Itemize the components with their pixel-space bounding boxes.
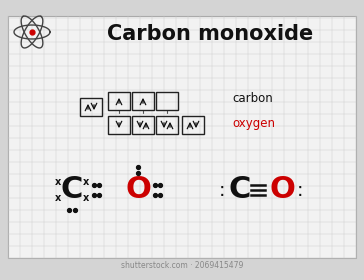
Bar: [182, 116, 204, 134]
Text: O: O: [269, 176, 295, 204]
Bar: [108, 92, 130, 110]
Text: x: x: [55, 193, 61, 203]
Text: x: x: [83, 177, 89, 187]
Bar: [156, 92, 178, 110]
Text: C: C: [229, 176, 251, 204]
Text: x: x: [83, 193, 89, 203]
Bar: [132, 116, 154, 134]
Bar: [132, 92, 154, 110]
Bar: [108, 116, 130, 134]
Text: C: C: [61, 176, 83, 204]
Text: x: x: [55, 177, 61, 187]
Text: carbon: carbon: [232, 92, 273, 106]
Text: :: :: [219, 181, 225, 199]
Text: shutterstock.com · 2069415479: shutterstock.com · 2069415479: [121, 262, 243, 270]
Text: oxygen: oxygen: [232, 116, 275, 129]
Bar: [8, 16, 356, 258]
Text: O: O: [125, 176, 151, 204]
Text: :: :: [297, 181, 303, 199]
Bar: [156, 116, 178, 134]
Bar: [80, 98, 102, 116]
Text: Carbon monoxide: Carbon monoxide: [107, 24, 313, 44]
